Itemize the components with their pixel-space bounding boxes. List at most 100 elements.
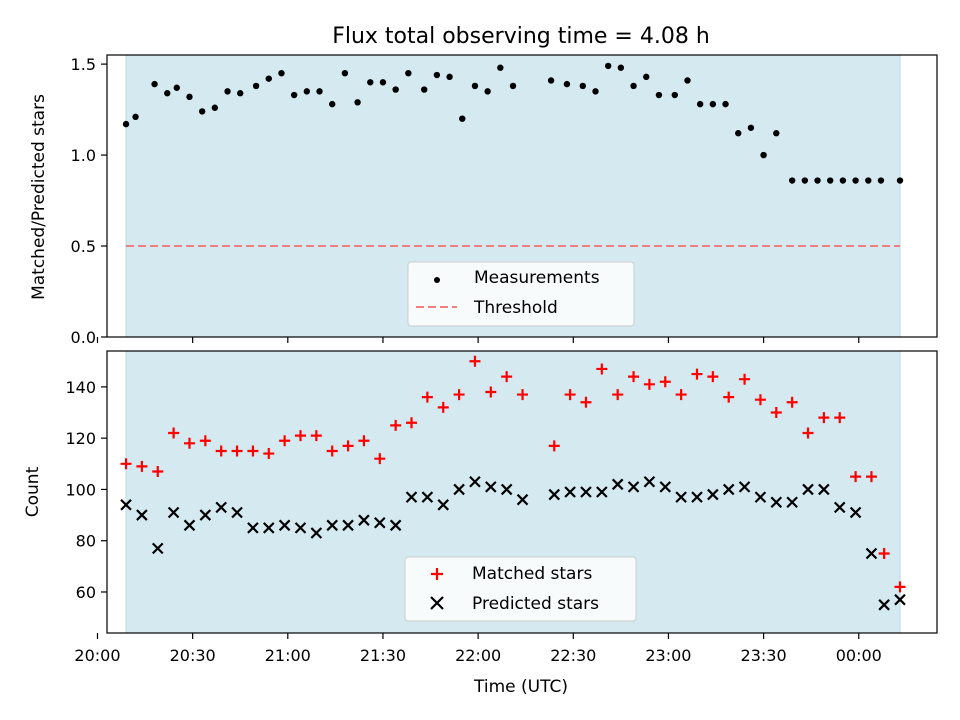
- matched-star-marker: [469, 355, 481, 367]
- predicted-star-marker: [151, 542, 164, 555]
- measurement-point: [617, 64, 625, 71]
- measurement-point: [237, 90, 244, 97]
- matched-star-marker: [739, 373, 751, 385]
- predicted-star-marker: [262, 522, 275, 534]
- measurement-point: [801, 177, 809, 184]
- bottom-legend: Matched stars Predicted stars: [404, 556, 637, 622]
- measurement-point: [278, 69, 285, 77]
- x-tick-label: 20:30: [170, 646, 216, 665]
- legend-label-predicted-stars: Predicted stars: [472, 594, 599, 614]
- x-tick-label: 23:00: [645, 646, 691, 665]
- predicted-star-marker: [437, 499, 450, 511]
- x-tick-label: 22:30: [550, 646, 596, 665]
- predicted-star-marker: [611, 478, 624, 491]
- predicted-star-marker: [548, 488, 561, 501]
- measurement-point: [877, 177, 885, 184]
- x-tick-label: 23:30: [741, 646, 787, 665]
- measurement-point: [604, 62, 612, 70]
- matched-star-marker: [818, 412, 830, 424]
- matched-star-marker: [834, 412, 846, 424]
- measurement-point: [773, 130, 780, 137]
- predicted-star-marker: [627, 481, 640, 493]
- legend-x-marker: [430, 596, 444, 610]
- predicted-star-marker: [849, 506, 862, 519]
- matched-star-marker: [437, 401, 449, 413]
- measurement-point: [132, 113, 139, 121]
- legend-dot-marker: [434, 277, 440, 283]
- matched-star-marker: [628, 371, 640, 383]
- predicted-star-marker: [247, 522, 259, 534]
- top-legend: Measurements Threshold: [407, 261, 635, 327]
- predicted-star-marker: [691, 491, 703, 503]
- measurement-point: [579, 82, 586, 90]
- bottom-y-tick-label: 140: [65, 378, 96, 397]
- predicted-star-marker: [675, 491, 687, 503]
- predicted-star-marker: [500, 483, 513, 496]
- measurement-point: [865, 177, 872, 184]
- predicted-star-marker: [564, 486, 576, 498]
- predicted-star-marker: [722, 483, 735, 496]
- measurement-point: [459, 115, 466, 122]
- matched-star-marker: [199, 435, 211, 447]
- matched-star-marker: [453, 389, 465, 401]
- predicted-star-marker: [231, 506, 243, 519]
- measurement-point: [671, 91, 678, 99]
- matched-star-marker: [136, 460, 148, 472]
- bottom-panel: 60 80 100 120 140 20:00 20:30 21:00 21:30 22:00 22…: [65, 350, 938, 665]
- bottom-y-tick-label: 60: [76, 583, 96, 602]
- measurement-point: [760, 151, 767, 159]
- measurement-point: [814, 177, 821, 184]
- predicted-star-marker: [580, 486, 592, 498]
- legend-label-measurements: Measurements: [474, 268, 600, 288]
- x-axis-label: Time (UTC): [473, 677, 568, 697]
- measurement-point: [252, 82, 260, 90]
- top-y-tick-label: 1.5: [71, 55, 96, 74]
- measurement-point: [747, 124, 755, 131]
- measurement-point: [379, 79, 387, 86]
- measurement-point: [852, 177, 859, 184]
- matched-star-marker: [279, 435, 291, 447]
- measurement-point: [329, 100, 336, 108]
- matched-star-marker: [564, 389, 576, 401]
- matched-star-marker: [342, 440, 354, 452]
- matched-star-marker: [802, 427, 814, 439]
- top-y-axis-label: Matched/Predicted stars: [29, 94, 49, 300]
- matched-star-marker: [310, 430, 322, 442]
- bottom-y-tick-label: 80: [76, 532, 96, 551]
- measurement-point: [684, 77, 691, 84]
- matched-star-marker: [501, 371, 513, 383]
- matched-star-marker: [390, 419, 402, 431]
- predicted-star-marker: [659, 481, 672, 493]
- top-y-tick-label: 0.0: [71, 328, 96, 347]
- predicted-star-marker: [818, 483, 830, 496]
- matched-star-marker: [406, 417, 418, 429]
- predicted-star-marker: [643, 475, 656, 488]
- matched-star-marker: [485, 386, 497, 398]
- matched-star-marker: [596, 363, 608, 375]
- measurement-point: [173, 84, 180, 91]
- measurement-point: [421, 86, 428, 93]
- measurement-point: [265, 75, 272, 82]
- predicted-star-marker: [421, 491, 434, 503]
- matched-star-marker: [707, 371, 719, 383]
- bottom-plot-frame: [106, 350, 938, 634]
- measurement-point: [484, 88, 491, 95]
- top-panel: 0.0 0.5 1.0 1.5 Measurements Threshold: [71, 54, 938, 347]
- x-tick-label: 21:30: [360, 646, 406, 665]
- predicted-star-marker: [596, 486, 608, 498]
- legend-plus-marker: [431, 568, 443, 580]
- measurement-point: [630, 82, 637, 90]
- top-legend-box: [407, 261, 635, 327]
- measurement-point: [709, 100, 717, 108]
- measurement-point: [509, 82, 517, 90]
- measurement-point: [446, 73, 453, 81]
- measurement-point: [735, 130, 742, 137]
- measurement-point: [471, 82, 479, 90]
- predicted-star-marker: [802, 483, 814, 496]
- matched-star-marker: [517, 389, 529, 401]
- top-plot-frame: [106, 54, 938, 338]
- measurement-point: [827, 177, 834, 184]
- matched-star-marker: [659, 376, 671, 388]
- matched-star-marker: [612, 389, 624, 401]
